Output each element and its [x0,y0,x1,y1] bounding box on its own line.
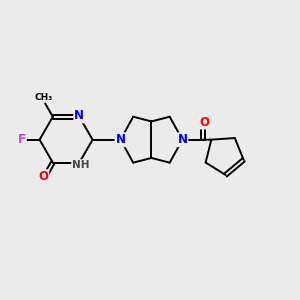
Text: F: F [18,133,26,146]
Text: O: O [38,170,48,183]
Text: N: N [74,110,84,122]
Text: N: N [177,133,188,146]
Text: N: N [116,133,126,146]
Text: CH₃: CH₃ [35,92,53,101]
Text: NH: NH [72,160,90,170]
Text: O: O [200,116,209,128]
